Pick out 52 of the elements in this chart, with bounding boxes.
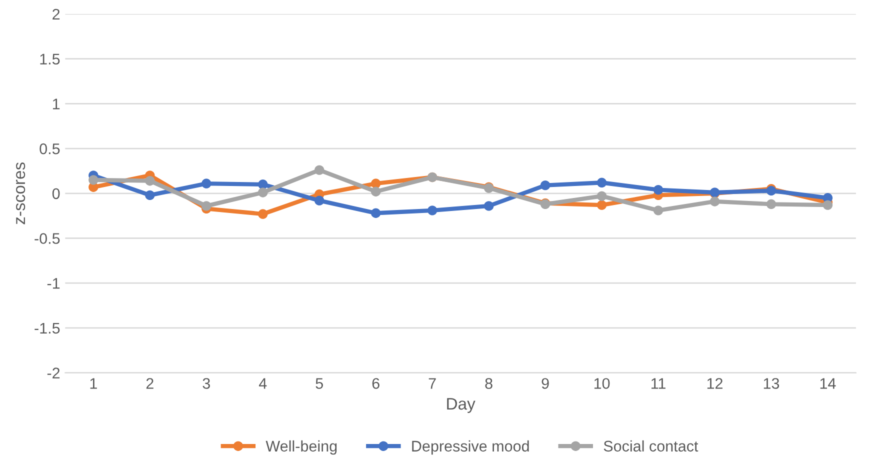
point — [653, 184, 664, 195]
point — [88, 175, 98, 185]
legend-label: Depressive mood — [412, 440, 529, 455]
point — [822, 200, 833, 210]
point — [766, 199, 776, 210]
x-tick-label: 10 — [594, 378, 610, 389]
y-tick-label: -1 — [47, 278, 60, 289]
x-tick-label: 13 — [764, 378, 780, 389]
point — [314, 196, 324, 206]
point — [596, 178, 607, 188]
point — [596, 191, 607, 201]
y-tick-label: 1.5 — [40, 54, 60, 65]
y-tick-label: 0 — [52, 188, 60, 200]
x-tick-label: 8 — [485, 378, 492, 389]
x-tick-label: 6 — [372, 378, 380, 389]
x-tick-label: 14 — [820, 378, 836, 389]
point — [258, 180, 268, 190]
y-tick-label: -1.5 — [34, 322, 60, 334]
point — [540, 180, 550, 190]
x-axis-title: Day — [447, 398, 476, 413]
y-tick-label: -2 — [47, 368, 60, 378]
y-tick-label: 1 — [52, 98, 60, 110]
y-tick-label: -0.5 — [34, 233, 60, 244]
point — [370, 208, 381, 218]
x-tick-label: 12 — [707, 378, 722, 389]
point — [484, 201, 494, 211]
x-tick-label: 11 — [652, 378, 666, 389]
point — [710, 196, 720, 206]
x-tick-label: 4 — [258, 378, 267, 389]
legend-label: Well-being — [266, 440, 337, 455]
y-tick-label: 0.5 — [40, 143, 60, 154]
point — [370, 178, 381, 188]
point — [653, 206, 664, 216]
point — [258, 188, 268, 198]
x-tick-label: 7 — [428, 378, 436, 389]
point — [370, 186, 381, 196]
point — [145, 190, 155, 200]
x-tick-label: 1 — [90, 378, 97, 389]
point — [202, 178, 212, 188]
legend-label: Social contact — [604, 440, 698, 452]
point — [596, 200, 607, 210]
x-tick-label: 9 — [542, 378, 549, 389]
point — [202, 201, 212, 211]
point — [258, 209, 268, 219]
x-tick-label: 2 — [146, 378, 154, 389]
point — [314, 165, 324, 175]
x-tick-label: 5 — [316, 378, 323, 389]
y-tick-label: 2 — [52, 8, 60, 20]
y-axis-title: z-scores — [16, 162, 26, 224]
point — [427, 206, 438, 216]
x-tick-label: 3 — [202, 378, 210, 389]
point — [145, 176, 155, 186]
